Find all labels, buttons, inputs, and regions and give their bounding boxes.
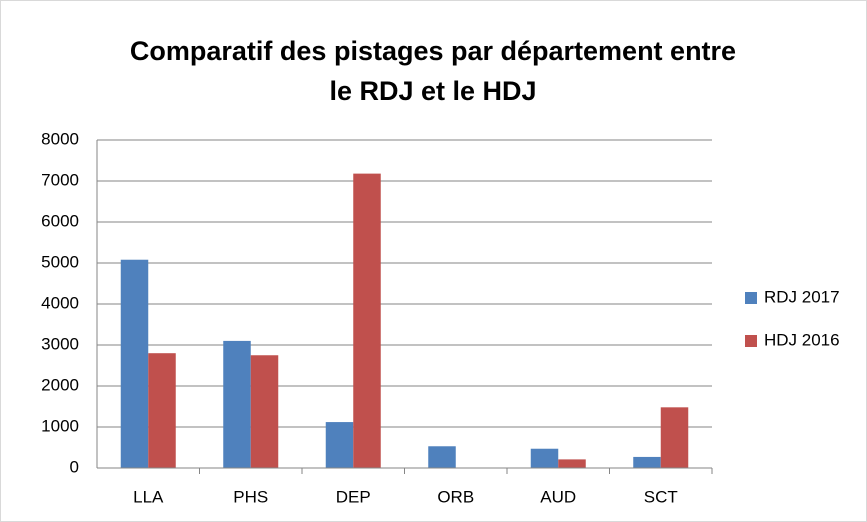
bar bbox=[428, 446, 456, 468]
bar bbox=[325, 422, 354, 468]
y-tick-label: 1000 bbox=[41, 416, 79, 435]
chart-title: Comparatif des pistages par département … bbox=[130, 36, 736, 66]
y-tick-label: 4000 bbox=[41, 293, 79, 312]
legend-swatch bbox=[745, 292, 757, 304]
y-tick-label: 0 bbox=[70, 457, 79, 476]
bar bbox=[120, 259, 149, 468]
bar bbox=[558, 459, 586, 468]
legend-label: HDJ 2016 bbox=[764, 330, 840, 349]
x-tick-label: LLA bbox=[133, 487, 164, 506]
bar bbox=[660, 407, 689, 468]
chart-title: le RDJ et le HDJ bbox=[329, 76, 536, 106]
y-tick-label: 7000 bbox=[41, 170, 79, 189]
bar bbox=[223, 340, 251, 468]
x-tick-label: PHS bbox=[233, 487, 268, 506]
x-tick-label: DEP bbox=[336, 487, 371, 506]
x-tick-label: SCT bbox=[644, 487, 678, 506]
bar bbox=[250, 355, 279, 468]
bar bbox=[530, 448, 559, 468]
y-tick-label: 3000 bbox=[41, 334, 79, 353]
y-tick-label: 8000 bbox=[41, 129, 79, 148]
bar bbox=[148, 353, 176, 468]
legend-swatch bbox=[745, 335, 757, 347]
y-tick-label: 2000 bbox=[41, 375, 79, 394]
bar bbox=[633, 456, 661, 468]
x-tick-label: AUD bbox=[540, 487, 576, 506]
x-tick-label: ORB bbox=[437, 487, 474, 506]
legend-label: RDJ 2017 bbox=[764, 287, 840, 306]
y-tick-label: 5000 bbox=[41, 252, 79, 271]
bar bbox=[353, 173, 381, 468]
y-tick-label: 6000 bbox=[41, 211, 79, 230]
